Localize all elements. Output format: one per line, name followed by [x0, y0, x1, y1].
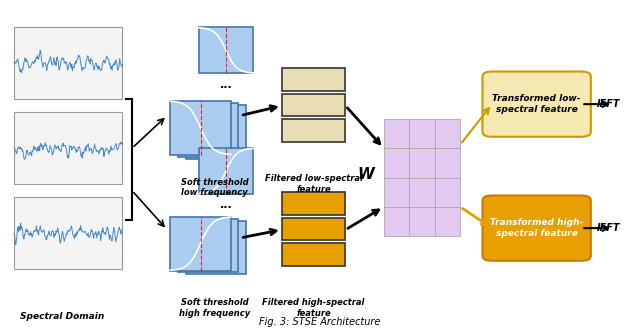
FancyBboxPatch shape	[409, 119, 435, 148]
FancyBboxPatch shape	[483, 71, 591, 137]
Text: Transformed high-
spectral feature: Transformed high- spectral feature	[490, 218, 583, 238]
Text: Spectral Domain: Spectral Domain	[20, 312, 104, 321]
FancyBboxPatch shape	[178, 219, 239, 272]
FancyBboxPatch shape	[170, 217, 231, 270]
Text: Soft threshold
high frequency: Soft threshold high frequency	[179, 298, 250, 318]
FancyBboxPatch shape	[186, 105, 246, 159]
Text: IFFT: IFFT	[597, 223, 621, 233]
FancyBboxPatch shape	[384, 207, 409, 236]
FancyBboxPatch shape	[14, 112, 122, 184]
Text: ...: ...	[220, 80, 232, 90]
FancyBboxPatch shape	[409, 207, 435, 236]
FancyBboxPatch shape	[282, 119, 346, 142]
FancyBboxPatch shape	[14, 28, 122, 99]
FancyBboxPatch shape	[435, 178, 460, 207]
Text: Soft threshold
low frequency: Soft threshold low frequency	[181, 178, 249, 197]
FancyBboxPatch shape	[186, 221, 246, 274]
FancyBboxPatch shape	[384, 178, 409, 207]
FancyBboxPatch shape	[435, 148, 460, 178]
FancyBboxPatch shape	[199, 28, 253, 73]
FancyBboxPatch shape	[178, 103, 239, 157]
Text: IFFT: IFFT	[597, 99, 621, 109]
Text: Filtered high-spectral
feature: Filtered high-spectral feature	[262, 298, 365, 318]
FancyBboxPatch shape	[199, 148, 253, 194]
FancyBboxPatch shape	[409, 148, 435, 178]
FancyBboxPatch shape	[282, 94, 346, 116]
Text: Filtered low-spectral
feature: Filtered low-spectral feature	[265, 174, 363, 194]
FancyBboxPatch shape	[435, 119, 460, 148]
Text: ...: ...	[220, 200, 232, 210]
FancyBboxPatch shape	[435, 207, 460, 236]
FancyBboxPatch shape	[282, 218, 346, 240]
Text: Fig. 3: STSE Architecture: Fig. 3: STSE Architecture	[259, 317, 381, 327]
FancyBboxPatch shape	[483, 195, 591, 261]
FancyBboxPatch shape	[170, 101, 231, 155]
FancyBboxPatch shape	[384, 148, 409, 178]
Text: W: W	[357, 167, 374, 182]
FancyBboxPatch shape	[282, 192, 346, 215]
FancyBboxPatch shape	[409, 178, 435, 207]
FancyBboxPatch shape	[282, 68, 346, 90]
FancyBboxPatch shape	[282, 243, 346, 266]
FancyBboxPatch shape	[14, 197, 122, 269]
FancyBboxPatch shape	[384, 119, 409, 148]
Text: Transformed low-
spectral feature: Transformed low- spectral feature	[492, 94, 581, 114]
